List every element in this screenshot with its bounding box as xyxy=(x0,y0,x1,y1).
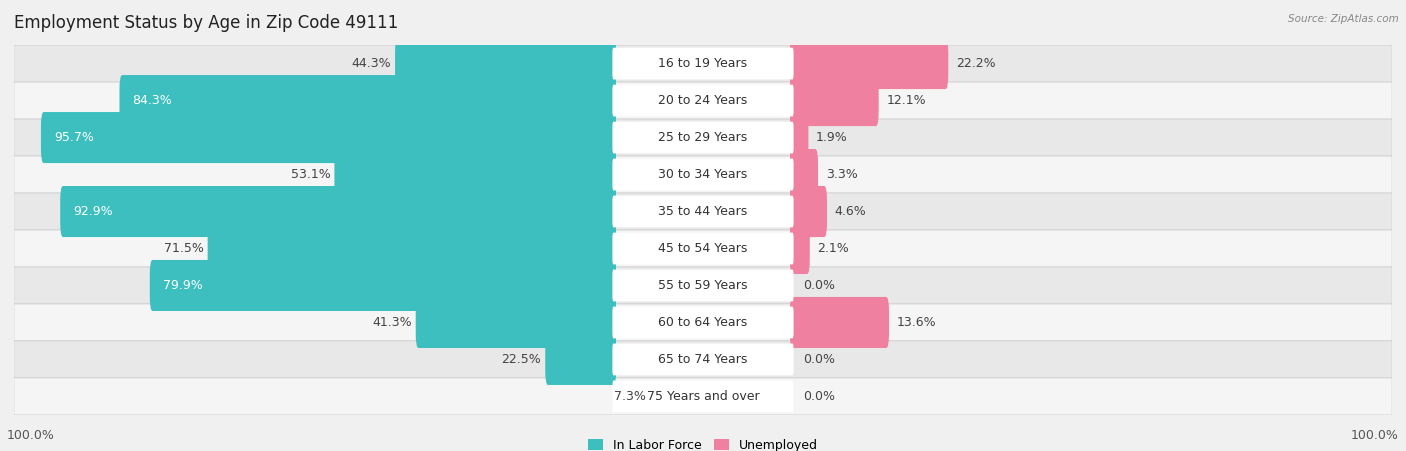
FancyBboxPatch shape xyxy=(790,223,810,274)
Text: 45 to 54 Years: 45 to 54 Years xyxy=(658,242,748,255)
FancyBboxPatch shape xyxy=(613,48,793,79)
Text: 84.3%: 84.3% xyxy=(132,94,173,107)
Text: 0.0%: 0.0% xyxy=(803,390,835,403)
FancyBboxPatch shape xyxy=(790,186,827,237)
Text: 100.0%: 100.0% xyxy=(7,429,55,442)
FancyBboxPatch shape xyxy=(613,122,793,153)
Text: 13.6%: 13.6% xyxy=(897,316,936,329)
FancyBboxPatch shape xyxy=(208,223,616,274)
Text: 44.3%: 44.3% xyxy=(352,57,391,70)
Text: 95.7%: 95.7% xyxy=(53,131,94,144)
Text: 4.6%: 4.6% xyxy=(835,205,866,218)
Text: 22.2%: 22.2% xyxy=(956,57,995,70)
Text: Source: ZipAtlas.com: Source: ZipAtlas.com xyxy=(1288,14,1399,23)
FancyBboxPatch shape xyxy=(416,297,616,348)
Text: Employment Status by Age in Zip Code 49111: Employment Status by Age in Zip Code 491… xyxy=(14,14,398,32)
Text: 79.9%: 79.9% xyxy=(163,279,202,292)
Text: 35 to 44 Years: 35 to 44 Years xyxy=(658,205,748,218)
FancyBboxPatch shape xyxy=(395,38,616,89)
FancyBboxPatch shape xyxy=(546,334,616,385)
Text: 65 to 74 Years: 65 to 74 Years xyxy=(658,353,748,366)
Text: 16 to 19 Years: 16 to 19 Years xyxy=(658,57,748,70)
FancyBboxPatch shape xyxy=(120,75,616,126)
FancyBboxPatch shape xyxy=(14,378,1392,415)
FancyBboxPatch shape xyxy=(14,267,1392,304)
FancyBboxPatch shape xyxy=(613,159,793,190)
Text: 0.0%: 0.0% xyxy=(803,353,835,366)
Text: 20 to 24 Years: 20 to 24 Years xyxy=(658,94,748,107)
Text: 100.0%: 100.0% xyxy=(1351,429,1399,442)
FancyBboxPatch shape xyxy=(613,307,793,338)
FancyBboxPatch shape xyxy=(790,75,879,126)
Text: 0.0%: 0.0% xyxy=(803,279,835,292)
FancyBboxPatch shape xyxy=(613,85,793,116)
FancyBboxPatch shape xyxy=(613,196,793,227)
FancyBboxPatch shape xyxy=(14,119,1392,156)
Text: 7.3%: 7.3% xyxy=(614,390,645,403)
Text: 71.5%: 71.5% xyxy=(163,242,204,255)
FancyBboxPatch shape xyxy=(613,233,793,264)
FancyBboxPatch shape xyxy=(14,304,1392,341)
FancyBboxPatch shape xyxy=(14,156,1392,193)
FancyBboxPatch shape xyxy=(14,341,1392,378)
FancyBboxPatch shape xyxy=(790,112,808,163)
FancyBboxPatch shape xyxy=(790,297,889,348)
Text: 22.5%: 22.5% xyxy=(502,353,541,366)
Text: 2.1%: 2.1% xyxy=(817,242,849,255)
FancyBboxPatch shape xyxy=(613,270,793,301)
FancyBboxPatch shape xyxy=(14,193,1392,230)
Legend: In Labor Force, Unemployed: In Labor Force, Unemployed xyxy=(583,434,823,451)
Text: 12.1%: 12.1% xyxy=(886,94,927,107)
Text: 30 to 34 Years: 30 to 34 Years xyxy=(658,168,748,181)
Text: 75 Years and over: 75 Years and over xyxy=(647,390,759,403)
FancyBboxPatch shape xyxy=(14,82,1392,119)
Text: 41.3%: 41.3% xyxy=(373,316,412,329)
FancyBboxPatch shape xyxy=(790,38,948,89)
FancyBboxPatch shape xyxy=(150,260,616,311)
Text: 53.1%: 53.1% xyxy=(291,168,330,181)
FancyBboxPatch shape xyxy=(613,381,793,412)
Text: 60 to 64 Years: 60 to 64 Years xyxy=(658,316,748,329)
FancyBboxPatch shape xyxy=(335,149,616,200)
Text: 3.3%: 3.3% xyxy=(825,168,858,181)
FancyBboxPatch shape xyxy=(14,45,1392,82)
FancyBboxPatch shape xyxy=(613,344,793,375)
Text: 92.9%: 92.9% xyxy=(73,205,112,218)
Text: 55 to 59 Years: 55 to 59 Years xyxy=(658,279,748,292)
Text: 25 to 29 Years: 25 to 29 Years xyxy=(658,131,748,144)
FancyBboxPatch shape xyxy=(41,112,616,163)
FancyBboxPatch shape xyxy=(60,186,616,237)
FancyBboxPatch shape xyxy=(790,149,818,200)
Text: 1.9%: 1.9% xyxy=(815,131,848,144)
FancyBboxPatch shape xyxy=(14,230,1392,267)
